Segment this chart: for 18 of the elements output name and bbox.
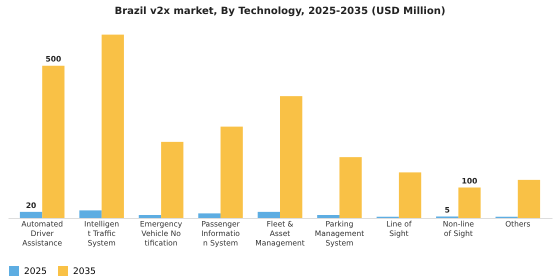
bar [161,142,184,218]
bar [102,34,124,218]
legend-label: 2035 [73,267,96,277]
chart-title: Brazil v2x market, By Technology, 2025-2035 (USD Million) [114,6,446,17]
bar [280,96,302,218]
bar [398,172,422,218]
bar [339,157,362,218]
bar [317,214,340,218]
bar [258,212,280,218]
bar [42,66,64,218]
legend-label: 2025 [24,267,47,277]
bar [220,126,243,218]
bar [20,212,42,218]
bar [138,214,162,218]
bar [79,210,102,218]
bar [518,180,540,218]
bar [198,213,221,218]
bar [458,188,481,218]
